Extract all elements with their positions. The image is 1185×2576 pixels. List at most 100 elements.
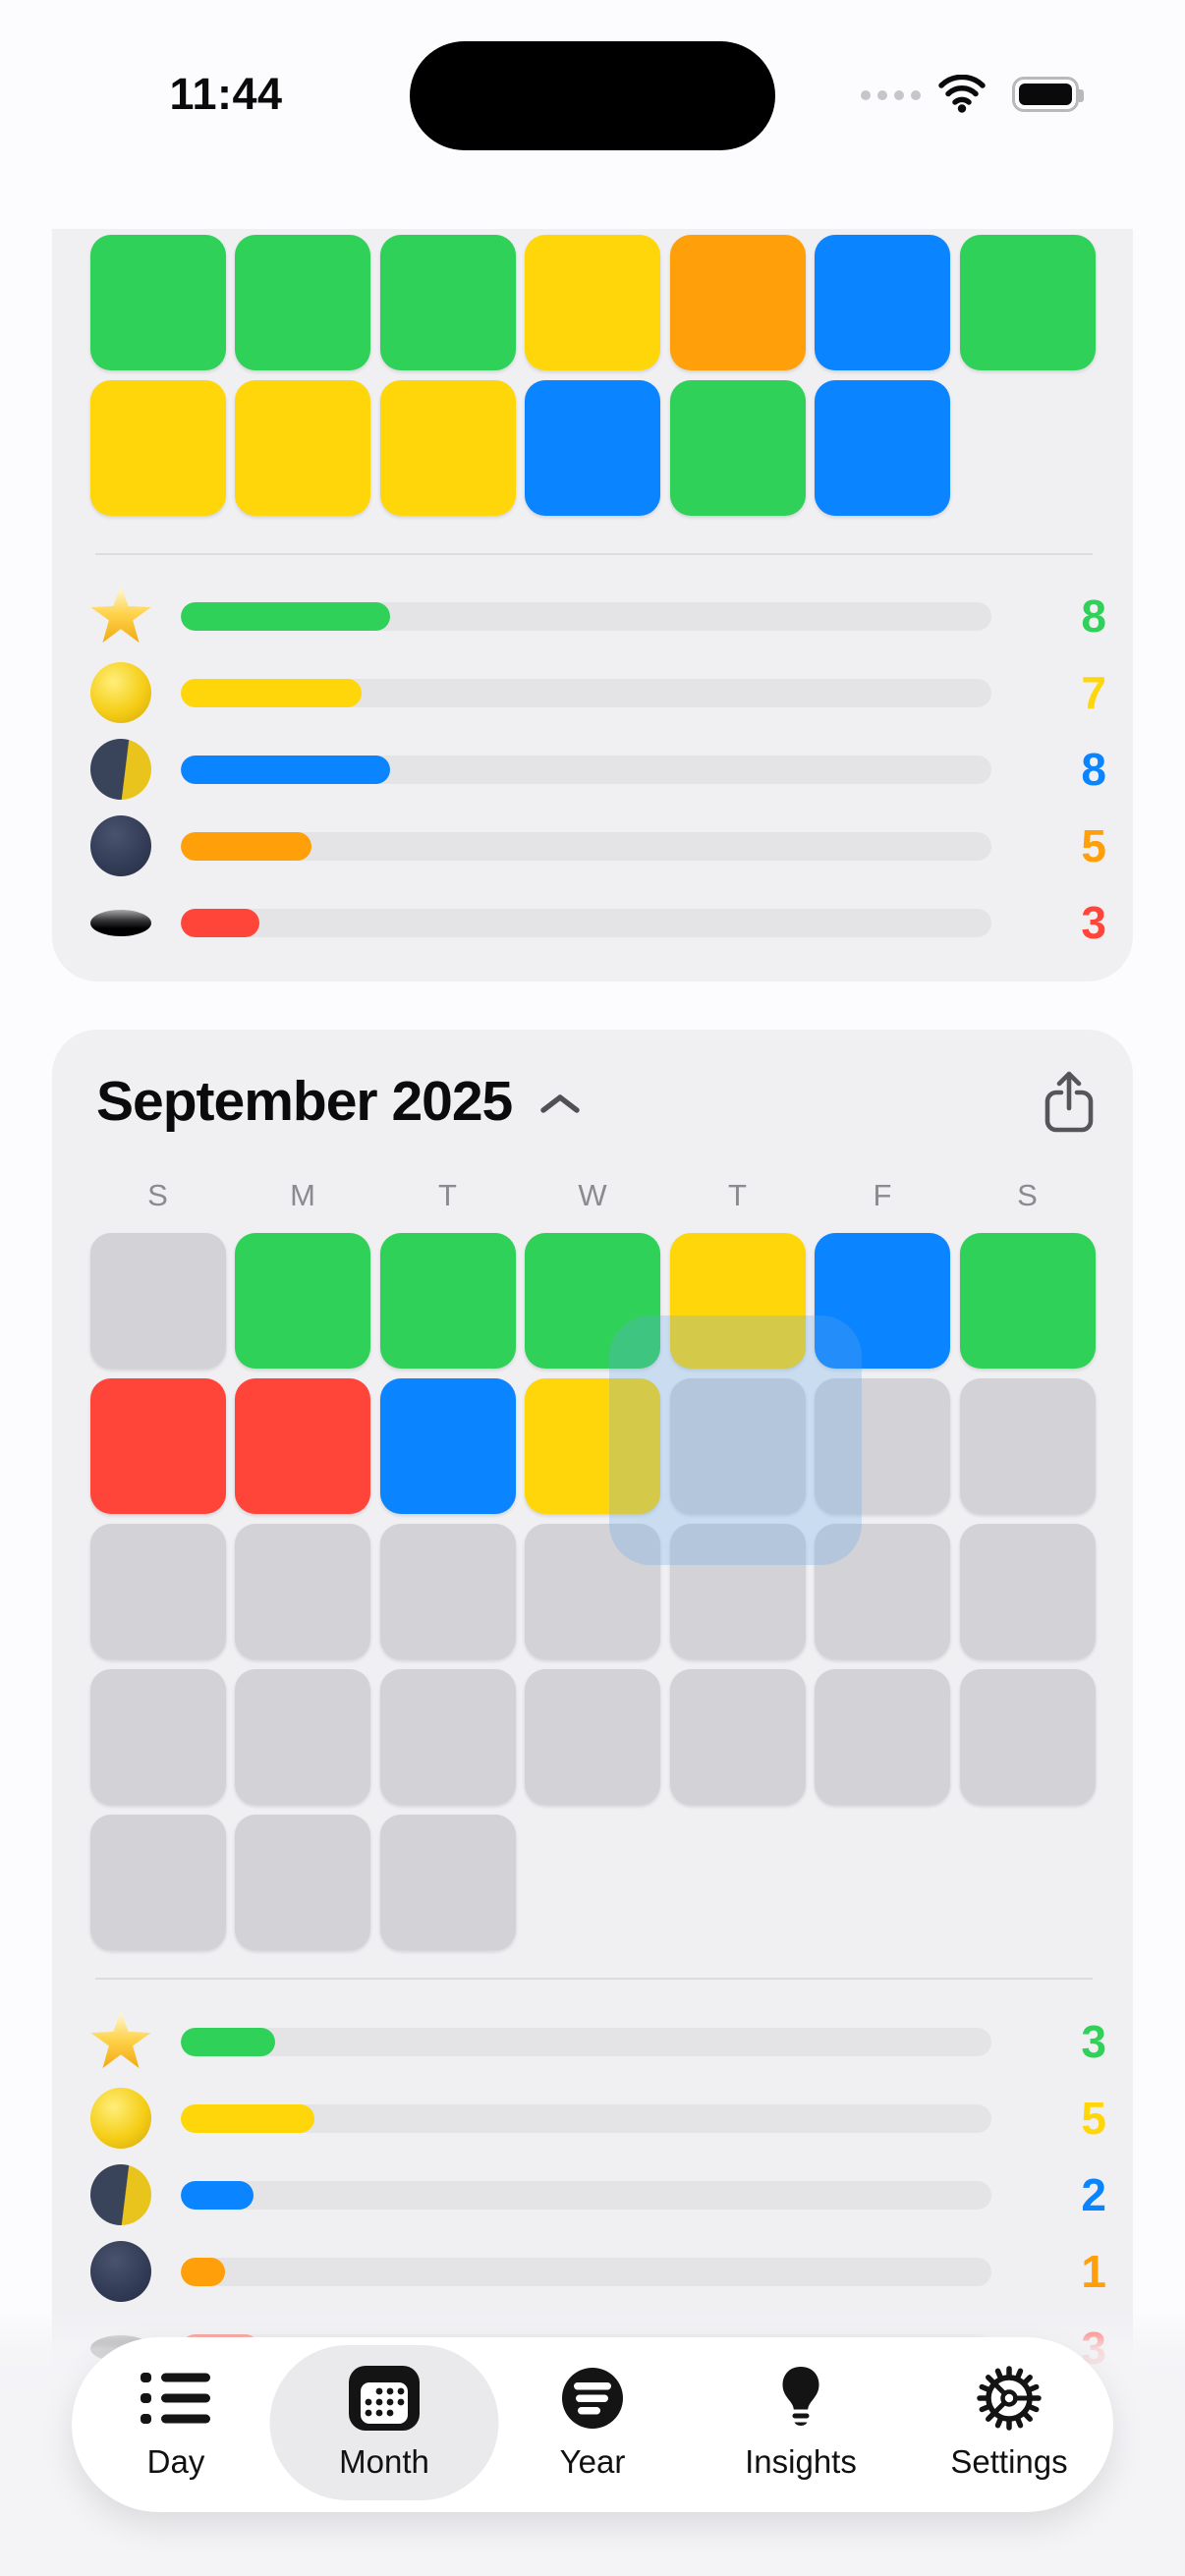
moon-half-icon (89, 2162, 152, 2227)
calendar-day-cell-green[interactable] (235, 235, 370, 370)
hole-icon (89, 890, 152, 955)
status-bar-time: 11:44 (169, 69, 283, 119)
calendar-day-cell-gray[interactable] (669, 1669, 806, 1805)
calendar-day-cell-gray[interactable] (89, 1233, 226, 1369)
calendar-day-cell-green[interactable] (525, 1233, 660, 1369)
stat-row-moon-half: 8 (52, 731, 1133, 808)
year-tab-icon (560, 2365, 625, 2432)
calendar-day-cell-green[interactable] (959, 235, 1096, 370)
calendar-day-cell-gray[interactable] (379, 1669, 516, 1805)
calendar-day-cell-gray[interactable] (959, 1378, 1096, 1514)
calendar-day-cell-gray[interactable] (379, 1524, 516, 1659)
card-divider (95, 553, 1093, 555)
tab-year[interactable]: Year (488, 2337, 697, 2512)
calendar-day-cell-green[interactable] (669, 380, 806, 516)
weekday-label: W (578, 1178, 607, 1212)
stat-row-moon-new: 1 (52, 2233, 1133, 2310)
previous-month-stats: 8 7 8 5 3 (52, 578, 1133, 961)
tab-month[interactable]: Month (269, 2337, 499, 2512)
calendar-day-cell-gray[interactable] (89, 1815, 226, 1950)
tab-settings[interactable]: Settings (905, 2337, 1113, 2512)
calendar-day-cell-yellow[interactable] (525, 1378, 660, 1514)
calendar-day-cell-gray[interactable] (815, 1378, 950, 1514)
star-icon (89, 2009, 152, 2074)
stat-row-hole: 3 (52, 884, 1133, 961)
calendar-day-cell-red[interactable] (89, 1378, 226, 1514)
stat-row-moon-full: 5 (52, 2080, 1133, 2156)
empty-grid-slot (815, 1815, 950, 1950)
calendar-day-cell-gray[interactable] (235, 1524, 370, 1659)
calendar-day-cell-red[interactable] (235, 1378, 370, 1514)
calendar-day-cell-gray[interactable] (959, 1524, 1096, 1659)
weekday-label: F (873, 1178, 892, 1212)
chevron-up-icon[interactable] (539, 1092, 581, 1121)
calendar-day-cell-gray[interactable] (235, 1669, 370, 1805)
weekday-label: M (290, 1178, 315, 1212)
card-divider (95, 1978, 1093, 1980)
calendar-day-cell-gray[interactable] (379, 1815, 516, 1950)
calendar-day-cell-yellow[interactable] (89, 380, 226, 516)
stat-bar-track (181, 2257, 991, 2286)
tab-insights[interactable]: Insights (697, 2337, 905, 2512)
calendar-day-cell-gray[interactable] (89, 1669, 226, 1805)
day-selection-overlay (609, 1316, 862, 1565)
stat-row-star: 8 (52, 578, 1133, 654)
stat-bar-track (181, 831, 991, 861)
calendar-day-cell-yellow[interactable] (235, 380, 370, 516)
calendar-day-cell-orange[interactable] (669, 235, 806, 370)
stat-bar-track (181, 678, 991, 707)
calendar-day-cell-gray[interactable] (959, 1669, 1096, 1805)
calendar-day-cell-green[interactable] (89, 235, 226, 370)
stat-bar-track (181, 755, 991, 784)
previous-month-card: 8 7 8 5 3 (52, 229, 1133, 981)
calendar-day-cell-gray[interactable] (89, 1524, 226, 1659)
calendar-day-cell-blue[interactable] (379, 1378, 516, 1514)
battery-icon (1012, 77, 1084, 112)
calendar-day-cell-gray[interactable] (815, 1524, 950, 1659)
tab-day[interactable]: Day (72, 2337, 280, 2512)
empty-grid-slot (525, 1815, 660, 1950)
calendar-day-cell-yellow[interactable] (379, 380, 516, 516)
calendar-day-cell-blue[interactable] (815, 235, 950, 370)
calendar-day-cell-gray[interactable] (669, 1524, 806, 1659)
tab-label: Year (559, 2443, 626, 2480)
calendar-day-cell-blue[interactable] (525, 380, 660, 516)
calendar-day-cell-green[interactable] (379, 1233, 516, 1369)
calendar-day-cell-gray[interactable] (235, 1815, 370, 1950)
empty-grid-slot (960, 380, 1096, 516)
stat-bar-track (181, 601, 991, 631)
tab-label: Month (339, 2443, 429, 2480)
stat-bar-fill (181, 2103, 315, 2133)
day-tab-icon (141, 2365, 211, 2432)
calendar-day-cell-blue[interactable] (815, 380, 950, 516)
stat-count-value: 7 (1081, 667, 1106, 718)
calendar-day-cell-gray[interactable] (669, 1378, 806, 1514)
calendar-day-cell-yellow[interactable] (669, 1233, 806, 1369)
moon-new-icon (89, 2239, 152, 2304)
calendar-day-cell-gray[interactable] (815, 1669, 950, 1805)
stat-count-value: 3 (1081, 2016, 1106, 2067)
calendar-day-cell-blue[interactable] (815, 1233, 950, 1369)
month-header: September 2025 (52, 1030, 1133, 1134)
stat-bar-fill (181, 2027, 275, 2056)
stat-count-value: 8 (1081, 744, 1106, 795)
stat-count-value: 1 (1081, 2246, 1106, 2297)
september-day-grid (52, 1233, 1133, 1950)
calendar-day-cell-gray[interactable] (525, 1524, 660, 1659)
calendar-day-cell-yellow[interactable] (525, 235, 660, 370)
month-title: September 2025 (96, 1070, 513, 1133)
calendar-day-cell-green[interactable] (235, 1233, 370, 1369)
star-icon (89, 584, 152, 648)
stat-row-star: 3 (52, 2003, 1133, 2080)
calendar-day-cell-green[interactable] (959, 1233, 1096, 1369)
share-icon[interactable] (1043, 1069, 1096, 1139)
settings-tab-icon (976, 2365, 1043, 2432)
calendar-day-cell-green[interactable] (379, 235, 516, 370)
calendar-day-cell-gray[interactable] (525, 1669, 660, 1805)
stat-bar-fill (181, 2180, 254, 2210)
month-tab-icon (349, 2365, 420, 2432)
stat-count-value: 5 (1081, 2093, 1106, 2144)
stat-count-value: 2 (1081, 2169, 1106, 2220)
moon-new-icon (89, 813, 152, 878)
previous-month-day-grid (52, 229, 1133, 516)
